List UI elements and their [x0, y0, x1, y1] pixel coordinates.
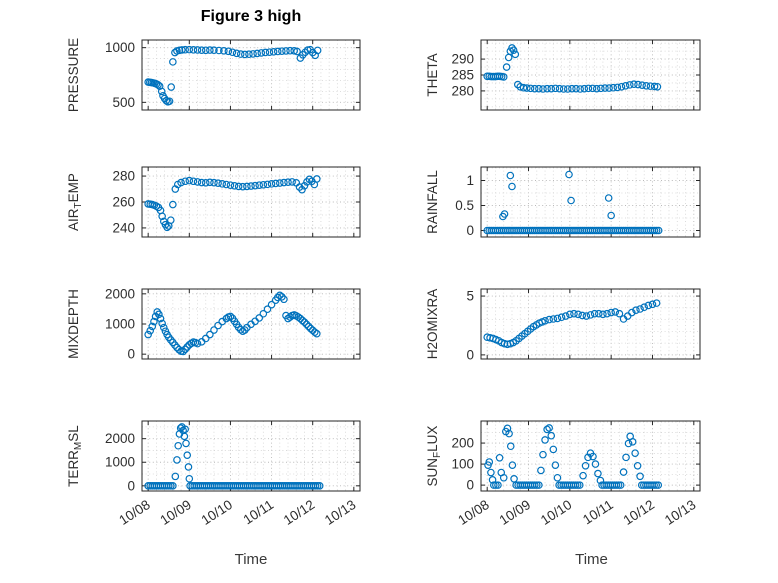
axis-ticks [481, 40, 700, 110]
y-tick-label: 500 [112, 95, 135, 110]
y-axis-label: SUNFLUX [425, 426, 443, 487]
grid [481, 167, 700, 237]
axis-ticks [142, 421, 360, 491]
y-tick-label: 0 [127, 478, 135, 493]
y-tick-label: 100 [451, 457, 474, 472]
chart-pressure: 500 1000 PRESSURE [66, 38, 361, 112]
grid [142, 421, 360, 491]
data-points [144, 175, 321, 232]
x-tick-label: 10/10 [538, 497, 575, 528]
y-tick-label: 1 [466, 173, 474, 188]
data-points [144, 291, 321, 356]
y-axis-label: MIXDEPTH [66, 289, 81, 359]
x-tick-label: 10/13 [662, 497, 699, 528]
x-tick-label: 10/09 [497, 497, 534, 528]
y-axis-label: RAINFALL [425, 170, 440, 234]
y-tick-label: 260 [112, 195, 135, 210]
y-axis-label: H2OMIXRA [425, 289, 440, 360]
y-tick-label: 240 [112, 220, 135, 235]
y-tick-label: 0 [466, 478, 474, 493]
figure-title: Figure 3 high [200, 8, 302, 25]
data-points [144, 45, 322, 106]
x-axis-label-left: Time [234, 551, 268, 568]
y-axis-label: PRESSURE [66, 38, 81, 112]
chart-rainfall: 0 0.5 1 RAINFALL [425, 166, 701, 238]
y-tick-label: 280 [112, 169, 135, 184]
y-tick-label: 0.5 [455, 198, 474, 213]
y-tick-label: 0 [466, 347, 474, 362]
x-tick-label: 10/11 [580, 497, 616, 527]
axes-box [480, 420, 701, 492]
chart-terr-msl: 0 1000 2000 10/08 10/09 10/10 10/11 10/12 10/13 T… [66, 420, 361, 528]
y-tick-label: 285 [451, 68, 474, 83]
y-tick-label: 1000 [105, 40, 135, 55]
axes-box [141, 39, 361, 111]
x-tick-label: 10/12 [281, 497, 318, 528]
y-tick-label: 200 [451, 436, 474, 451]
data-points [483, 170, 663, 235]
x-tick-label: 10/11 [241, 497, 277, 527]
axis-ticks [481, 289, 700, 359]
y-tick-label: 280 [451, 83, 474, 98]
y-tick-label: 2000 [105, 286, 135, 301]
x-tick-label: 10/09 [157, 497, 194, 528]
x-tick-label: 10/13 [322, 497, 359, 528]
data-points [483, 44, 662, 93]
chart-h2omixra: 0 5 H2OMIXRA [425, 288, 701, 362]
axis-ticks [142, 289, 360, 359]
grid [142, 40, 360, 110]
grid [481, 289, 700, 359]
axis-ticks [142, 40, 360, 110]
x-axis-label-right: Time [575, 551, 608, 568]
y-axis-label: AIRTEMP [66, 173, 84, 231]
y-tick-label: 2000 [105, 431, 135, 446]
y-tick-label: 0 [127, 347, 135, 362]
grid [481, 40, 700, 110]
data-points [484, 424, 663, 489]
axes-box [141, 420, 361, 492]
axis-ticks [481, 167, 700, 237]
y-tick-label: 1000 [105, 317, 135, 332]
y-axis-label: TERRMSL [66, 425, 84, 487]
x-tick-label: 10/08 [116, 497, 153, 528]
data-points [144, 423, 324, 490]
y-tick-label: 1000 [105, 455, 135, 470]
y-tick-label: 290 [451, 52, 474, 67]
y-tick-label: 0 [466, 223, 474, 238]
chart-air-temp: 240 260 280 AIRTEMP [66, 166, 361, 238]
y-axis-label: THETA [425, 53, 440, 96]
chart-sun-flux: 0 100 200 10/08 10/09 10/10 10/11 10/12 10/13 SUN… [425, 420, 701, 528]
chart-mixdepth: 0 1000 2000 MIXDEPTH [66, 286, 361, 362]
x-tick-label: 10/08 [455, 497, 492, 528]
axes-box [480, 288, 701, 360]
x-tick-label: 10/10 [199, 497, 236, 528]
y-tick-label: 5 [466, 289, 474, 304]
data-points [483, 299, 661, 349]
axes-box [480, 166, 701, 238]
x-tick-label: 10/12 [621, 497, 658, 528]
